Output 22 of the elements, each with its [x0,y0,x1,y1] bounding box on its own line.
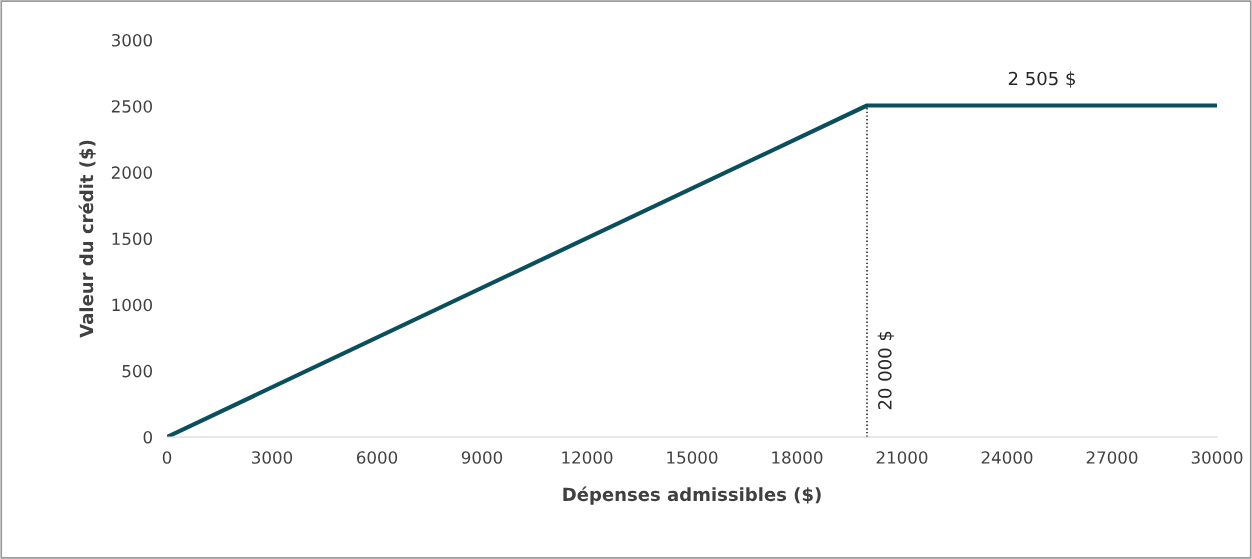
x-tick-label: 30000 [1191,451,1243,464]
y-tick-label: 0 [143,430,152,444]
y-tick-label: 2000 [111,166,152,179]
y-tick-label: 3000 [111,33,152,47]
x-tick-label: 12000 [562,451,613,464]
x-tick-label: 15000 [667,451,718,464]
x-tick-label: 24000 [981,451,1033,464]
x-tick-label: 9000 [461,451,503,464]
x-tick-label: 21000 [876,451,928,464]
y-tick-label: 1000 [112,298,152,312]
annotation: 2 505 $ [1008,71,1075,88]
x-tick-label: 6000 [356,451,398,464]
x-tick-label: 27000 [1086,451,1138,464]
y-tick-label: 2500 [111,100,152,113]
x-axis-title: Dépenses admissibles ($) [563,486,821,505]
y-axis-title: Valeur du crédit ($) [78,140,96,338]
x-tick-label: 18000 [772,451,823,464]
y-tick-label: 1500 [112,232,152,246]
annotation: 20 000 $ [877,331,895,410]
x-tick-label: 0 [162,451,172,464]
y-tick-label: 500 [122,364,152,378]
x-tick-label: 3000 [252,451,293,464]
